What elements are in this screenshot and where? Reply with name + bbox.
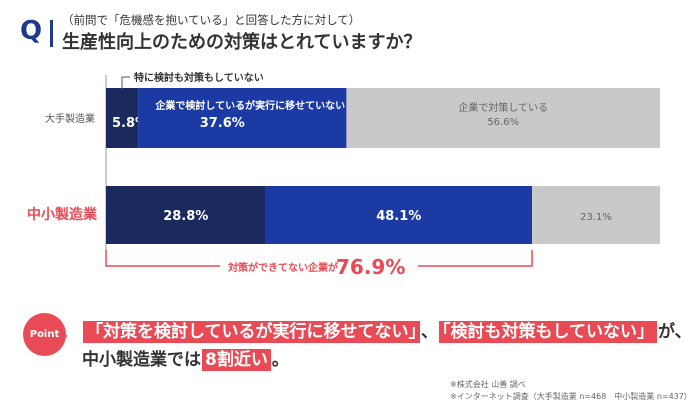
annotation-text: 対策ができてない企業が [227, 261, 339, 274]
value-label: 37.6% [200, 116, 245, 131]
point-line-2: 中小製造業では 8割近い。 [82, 345, 289, 371]
point-separator: 、 [421, 322, 438, 342]
point-quote-2: 「検討も対策もしていない」 [439, 321, 657, 343]
point-quote-1: 「対策を検討しているが実行に移せてない」 [83, 321, 420, 343]
value-label: 28.8% [163, 209, 208, 224]
point-line-2-end: 。 [271, 350, 289, 370]
bar-segment [106, 88, 139, 148]
point-badge-tail [59, 331, 68, 341]
series-callout-line [121, 76, 130, 90]
point-line-1: 「対策を検討しているが実行に移せてない」、「検討も対策もしていない」 が、 [82, 317, 692, 343]
annotation-bracket-left [105, 250, 220, 267]
point-line-2-text: 中小製造業では [82, 350, 201, 370]
annotation-bracket-right [418, 250, 533, 267]
source-note-2: ※インターネット調査（大手製造業 n=468 中小製造業 n=437） [450, 392, 692, 401]
value-label: 48.1% [376, 209, 421, 224]
question-mark: Q [20, 16, 42, 46]
question-title: 生産性向上のための対策はとれていますか？ [62, 32, 422, 53]
category-label: 大手製造業 [45, 112, 95, 125]
stacked-bar-chart: 大手製造業 5.8% 37.6% 56.6%中小製造業 28.8% 48.1% 23.1%特… [27, 71, 660, 279]
value-label: 56.6% [487, 117, 519, 128]
question-divider [50, 20, 53, 47]
series-label-taking-action: 企業で対策している [458, 101, 548, 114]
question-subtitle: （前問で「危機感を抱いている」と回答した方に対して） [62, 13, 361, 27]
bar-segment [346, 88, 660, 148]
point-badge: Point [23, 313, 66, 356]
series-label-no-action: 特に検討も対策もしていない [134, 71, 264, 84]
bar-segment [138, 88, 347, 148]
bar-segment [106, 186, 266, 244]
source-note-1: ※株式会社 山善 調べ [450, 380, 526, 389]
annotation-value: 76.9% [336, 255, 405, 279]
bar-segment [265, 186, 533, 244]
point-line-1-end: が、 [658, 322, 692, 342]
source-notes: ※株式会社 山善 調べ ※インターネット調査（大手製造業 n=468 中小製造業… [450, 379, 692, 403]
bar-segment [532, 186, 660, 244]
series-label-considering: 企業で検討しているが実行に移せていない [154, 99, 345, 112]
category-label: 中小製造業 [27, 206, 98, 223]
value-label: 23.1% [580, 212, 612, 223]
point-highlight-ratio: 8割近い [202, 349, 271, 371]
